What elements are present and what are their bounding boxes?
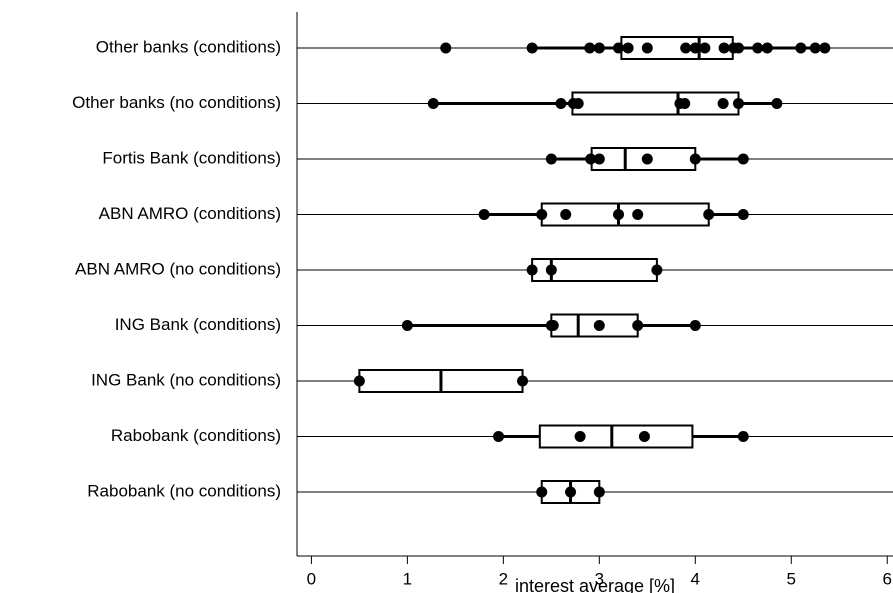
category-label: ING Bank (no conditions) <box>91 370 281 389</box>
x-tick-label: 5 <box>787 569 796 588</box>
x-tick-label: 1 <box>403 569 412 588</box>
data-point <box>752 42 764 54</box>
category-label: Rabobank (no conditions) <box>87 481 281 500</box>
x-tick-label: 0 <box>307 569 316 588</box>
data-point <box>526 264 538 276</box>
data-point <box>613 209 625 220</box>
data-point <box>699 42 711 54</box>
category-label: ABN AMRO (conditions) <box>99 204 281 223</box>
data-point <box>593 153 605 165</box>
box <box>571 91 740 116</box>
data-point <box>795 42 807 54</box>
data-point <box>440 42 452 54</box>
data-point <box>737 209 749 220</box>
data-point <box>737 431 749 442</box>
category-label: Other banks (conditions) <box>96 37 281 56</box>
data-point <box>732 98 744 109</box>
x-axis-label: interest average [%] <box>515 576 675 593</box>
data-point <box>517 375 529 387</box>
category-label: Other banks (no conditions) <box>72 93 281 112</box>
data-point <box>732 42 744 54</box>
data-point <box>547 320 559 331</box>
data-point <box>680 42 692 54</box>
category-label: Fortis Bank (conditions) <box>102 148 281 167</box>
data-point <box>638 431 650 442</box>
data-point <box>718 42 730 54</box>
data-point <box>427 98 439 109</box>
data-point <box>761 42 773 54</box>
category-label: ABN AMRO (no conditions) <box>75 259 281 278</box>
data-point <box>536 209 548 220</box>
data-point <box>622 42 634 54</box>
x-tick-label: 6 <box>883 569 892 588</box>
data-point <box>809 42 821 54</box>
box <box>538 424 694 449</box>
data-point <box>717 98 729 109</box>
data-point <box>632 209 644 220</box>
data-point <box>560 209 572 220</box>
data-point <box>593 320 605 331</box>
data-point <box>565 486 577 498</box>
category-label: ING Bank (conditions) <box>115 315 281 334</box>
category-label: Rabobank (conditions) <box>111 426 281 445</box>
data-point <box>651 264 663 276</box>
data-point <box>353 375 365 387</box>
data-point <box>493 431 505 442</box>
data-point <box>641 42 653 54</box>
data-point <box>613 42 625 54</box>
data-point <box>545 264 557 276</box>
data-point <box>632 320 644 331</box>
data-point <box>737 153 749 165</box>
data-point <box>584 42 596 54</box>
x-tick-label: 3 <box>595 569 604 588</box>
data-point <box>703 209 715 220</box>
data-point <box>641 153 653 165</box>
data-point <box>574 431 586 442</box>
x-tick-label: 2 <box>499 569 508 588</box>
data-point <box>771 98 783 109</box>
data-point <box>478 209 490 220</box>
box <box>620 36 734 60</box>
x-tick-label: 4 <box>691 569 700 588</box>
data-point <box>819 42 831 54</box>
data-point <box>593 42 605 54</box>
data-point <box>536 486 548 498</box>
data-point <box>679 98 691 109</box>
data-point <box>401 320 413 331</box>
data-point <box>555 98 567 109</box>
data-point <box>585 153 597 165</box>
data-point <box>545 153 557 165</box>
data-point <box>593 486 605 498</box>
data-point <box>689 320 701 331</box>
data-point <box>572 98 584 109</box>
data-point <box>689 153 701 165</box>
data-point <box>526 42 538 54</box>
data-point <box>689 42 701 54</box>
